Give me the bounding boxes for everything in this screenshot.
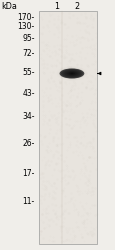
- Text: 17-: 17-: [22, 168, 34, 177]
- Text: 95-: 95-: [22, 34, 34, 43]
- Ellipse shape: [64, 70, 79, 77]
- Text: 43-: 43-: [22, 88, 34, 98]
- Ellipse shape: [70, 73, 73, 74]
- Ellipse shape: [67, 72, 76, 76]
- Text: kDa: kDa: [1, 2, 17, 11]
- Ellipse shape: [68, 72, 74, 75]
- Ellipse shape: [61, 68, 82, 78]
- Text: 11-: 11-: [22, 197, 34, 206]
- Ellipse shape: [62, 70, 80, 77]
- Ellipse shape: [60, 69, 82, 78]
- Ellipse shape: [71, 73, 72, 74]
- Text: 55-: 55-: [22, 68, 34, 77]
- Ellipse shape: [62, 69, 81, 78]
- Ellipse shape: [69, 72, 73, 74]
- Ellipse shape: [64, 70, 79, 77]
- Ellipse shape: [68, 72, 74, 75]
- Ellipse shape: [65, 71, 77, 76]
- Ellipse shape: [67, 72, 76, 76]
- FancyBboxPatch shape: [39, 11, 97, 244]
- Ellipse shape: [65, 71, 77, 76]
- Ellipse shape: [59, 68, 84, 78]
- Ellipse shape: [68, 72, 75, 75]
- Ellipse shape: [66, 71, 76, 76]
- Ellipse shape: [62, 69, 80, 78]
- Ellipse shape: [70, 73, 73, 74]
- Ellipse shape: [65, 70, 78, 77]
- Text: 170-: 170-: [17, 13, 34, 22]
- Ellipse shape: [63, 70, 79, 78]
- Text: 130-: 130-: [17, 22, 34, 31]
- Text: 1: 1: [54, 2, 59, 11]
- Text: 26-: 26-: [22, 138, 34, 147]
- Text: 72-: 72-: [22, 49, 34, 58]
- Text: 2: 2: [73, 2, 78, 11]
- Text: 34-: 34-: [22, 112, 34, 121]
